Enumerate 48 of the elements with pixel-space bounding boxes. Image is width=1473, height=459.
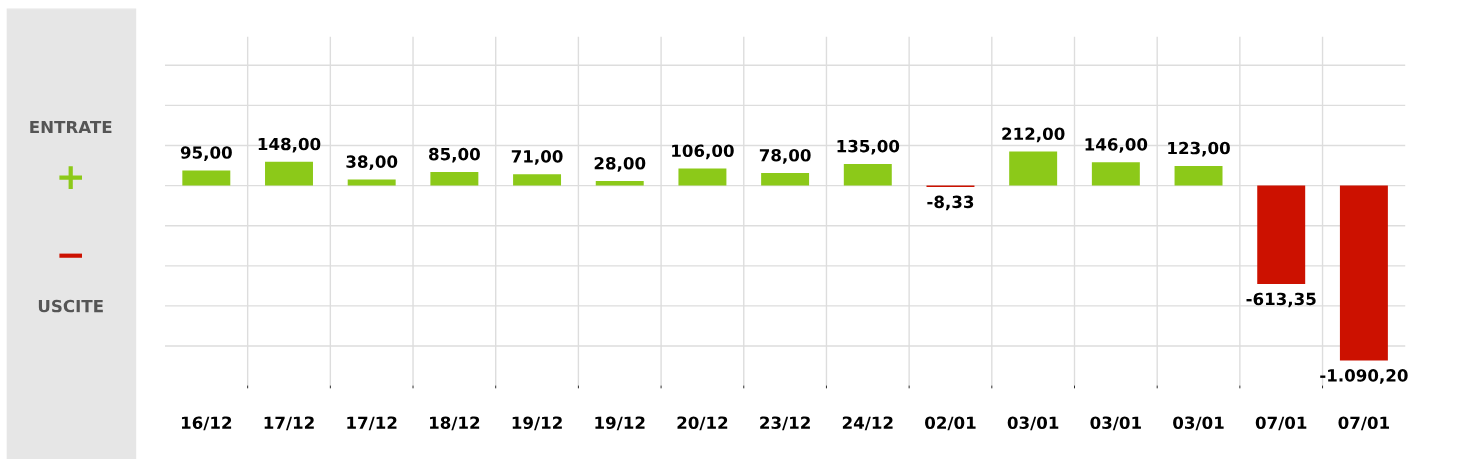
data-label: 212,00	[1002, 127, 1065, 143]
data-label: 135,00	[837, 139, 900, 155]
x-tick-label: 07/01	[1255, 416, 1307, 431]
bar	[1339, 185, 1388, 361]
bar	[843, 163, 892, 186]
bar	[1257, 185, 1306, 284]
text: ENTRATE	[30, 120, 112, 134]
x-tick-label: 19/12	[512, 416, 562, 431]
x-tick-label: 03/01	[1173, 416, 1224, 431]
bar	[678, 168, 727, 186]
x-tick-label: 17/12	[264, 416, 314, 431]
x-tick-label: 16/12	[181, 416, 232, 431]
text: +	[59, 166, 82, 189]
bar	[1009, 151, 1058, 186]
data-label: 148,00	[258, 137, 321, 153]
bar	[595, 181, 644, 186]
x-tick-label: 18/12	[430, 416, 480, 431]
x-tick-label: 02/01	[925, 416, 976, 431]
bar	[347, 179, 396, 186]
x-tick-label: 07/01	[1338, 416, 1389, 431]
x-tick-label: 17/12	[347, 416, 397, 431]
x-tick-label: 03/01	[1007, 416, 1059, 431]
data-label: 95,00	[180, 146, 232, 161]
x-tick-label: 03/01	[1090, 416, 1141, 431]
data-label: 28,00	[594, 156, 646, 172]
bar	[1091, 162, 1140, 186]
data-label: 146,00	[1085, 138, 1148, 153]
x-tick-label: 19/12	[595, 416, 645, 431]
bar	[761, 173, 810, 186]
data-label: -8,33	[927, 195, 974, 211]
data-label: 106,00	[672, 144, 734, 160]
data-label: 71,00	[511, 150, 563, 165]
bar	[265, 161, 313, 186]
bar	[430, 171, 479, 186]
data-label: 38,00	[346, 155, 398, 171]
bar	[182, 170, 231, 186]
data-label: 78,00	[759, 148, 811, 164]
data-label: -613,35	[1246, 292, 1316, 308]
data-label: -1.090,20	[1320, 369, 1408, 384]
x-tick-label: 24/12	[842, 416, 893, 431]
x-tick-label: 20/12	[677, 416, 728, 431]
bar	[1174, 165, 1223, 186]
text: USCITE	[38, 299, 103, 313]
bar	[513, 174, 562, 186]
data-label: 85,00	[429, 147, 480, 163]
text: −	[59, 253, 82, 258]
data-label: 123,00	[1168, 141, 1230, 157]
x-tick-label: 23/12	[760, 416, 810, 431]
